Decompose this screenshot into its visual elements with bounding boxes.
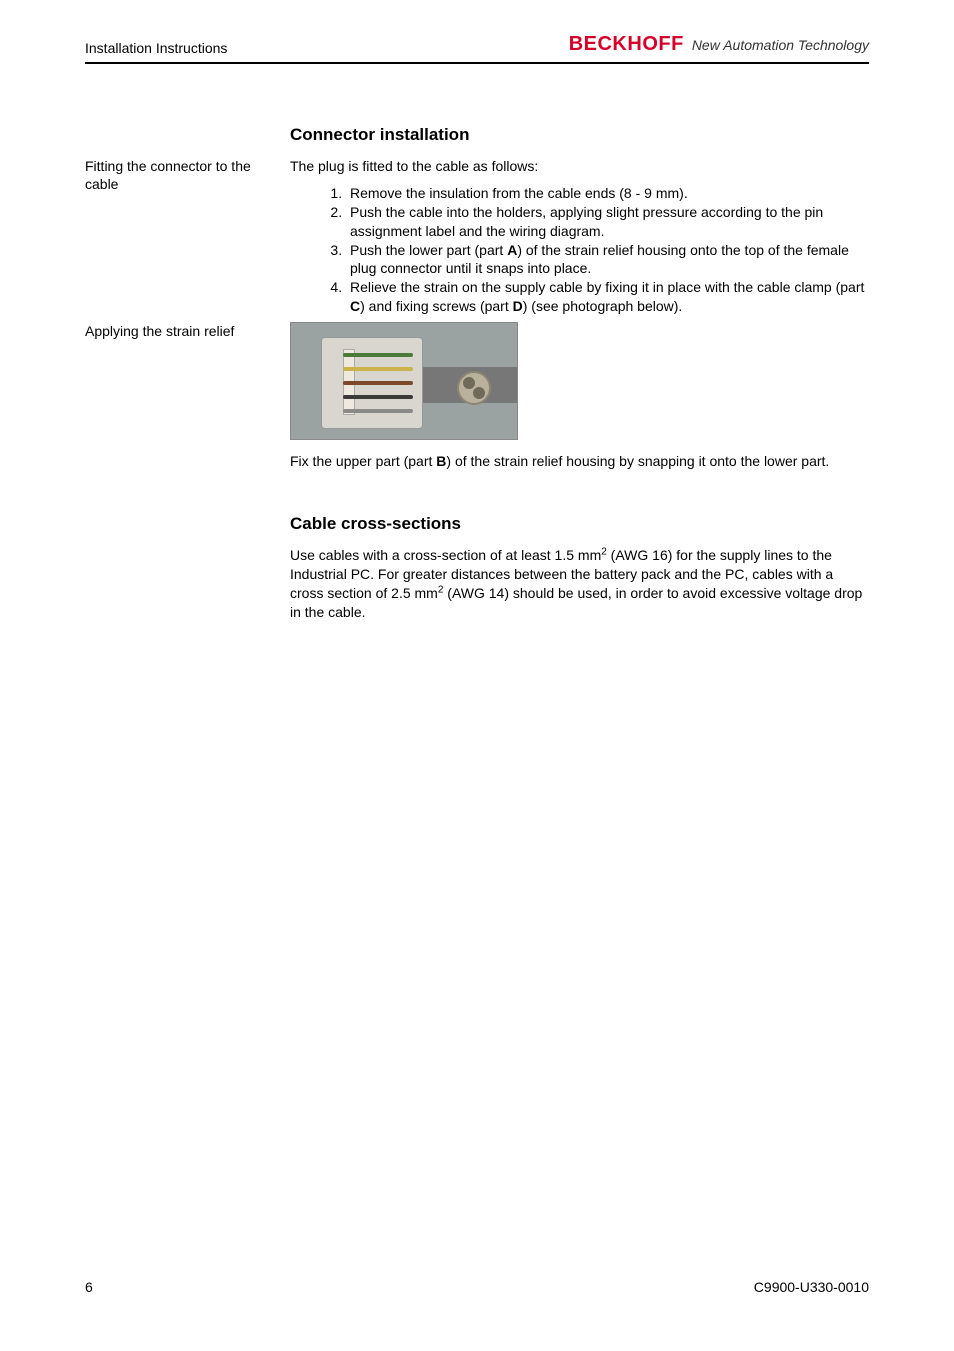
photo-wire-4 — [343, 395, 413, 399]
page: Installation Instructions BECKHOFF New A… — [0, 0, 954, 1351]
step-4-part-c: C — [350, 298, 360, 314]
side-note-strain-relief: Applying the strain relief — [85, 322, 290, 471]
photo-clamp — [457, 371, 491, 405]
step-4-text-a: Relieve the strain on the supply cable b… — [350, 279, 864, 295]
photo-screw-2 — [473, 387, 485, 399]
step-2: Push the cable into the holders, applyin… — [346, 203, 869, 241]
side-empty-1 — [85, 124, 290, 157]
brand-tagline: New Automation Technology — [692, 37, 869, 53]
row-photo: Applying the strain relief — [85, 322, 869, 471]
row-fitting: Fitting the connector to the cable The p… — [85, 157, 869, 316]
step-2-text: Push the cable into the holders, applyin… — [350, 204, 823, 239]
after-photo-part-b: B — [436, 453, 446, 469]
photo-wire-5 — [343, 409, 413, 413]
step-4-text-c: ) and fixing screws (part — [360, 298, 513, 314]
page-footer: 6 C9900-U330-0010 — [85, 1279, 869, 1295]
brand-logo-text: BECKHOFF — [569, 33, 684, 56]
step-1: Remove the insulation from the cable end… — [346, 184, 869, 203]
content-area: Connector installation Fitting the conne… — [85, 124, 869, 621]
photo-wire-1 — [343, 353, 413, 357]
strain-relief-photo — [290, 322, 518, 440]
header-rule — [85, 62, 869, 64]
step-4: Relieve the strain on the supply cable b… — [346, 278, 869, 316]
after-photo-a: Fix the upper part (part — [290, 453, 436, 469]
ccs-a: Use cables with a cross-section of at le… — [290, 547, 601, 563]
after-photo-text: Fix the upper part (part B) of the strai… — [290, 452, 869, 471]
side-note-fitting: Fitting the connector to the cable — [85, 157, 290, 316]
installation-steps: Remove the insulation from the cable end… — [328, 184, 869, 316]
step-1-text: Remove the insulation from the cable end… — [350, 185, 688, 201]
photo-wire-2 — [343, 367, 413, 371]
step-4-text-e: ) (see photograph below). — [523, 298, 683, 314]
step-3: Push the lower part (part A) of the stra… — [346, 241, 869, 279]
header-section-title: Installation Instructions — [85, 40, 227, 56]
photo-screw-1 — [463, 377, 475, 389]
step-3-text-a: Push the lower part (part — [350, 242, 507, 258]
header-brand-block: BECKHOFF New Automation Technology — [569, 33, 869, 56]
row-cable-cross-sections: Cable cross-sections Use cables with a c… — [85, 513, 869, 622]
heading-cable-cross-sections: Cable cross-sections — [290, 513, 869, 536]
step-3-part-a: A — [507, 242, 517, 258]
heading-connector-installation: Connector installation — [290, 124, 869, 147]
cable-cross-section-paragraph: Use cables with a cross-section of at le… — [290, 546, 869, 622]
photo-wire-3 — [343, 381, 413, 385]
after-photo-c: ) of the strain relief housing by snappi… — [446, 453, 829, 469]
side-empty-2 — [85, 513, 290, 622]
footer-page-number: 6 — [85, 1279, 93, 1295]
intro-text: The plug is fitted to the cable as follo… — [290, 157, 869, 176]
row-connector-heading: Connector installation — [85, 124, 869, 157]
step-4-part-d: D — [513, 298, 523, 314]
footer-doc-id: C9900-U330-0010 — [754, 1279, 869, 1295]
page-header: Installation Instructions BECKHOFF New A… — [85, 28, 869, 56]
